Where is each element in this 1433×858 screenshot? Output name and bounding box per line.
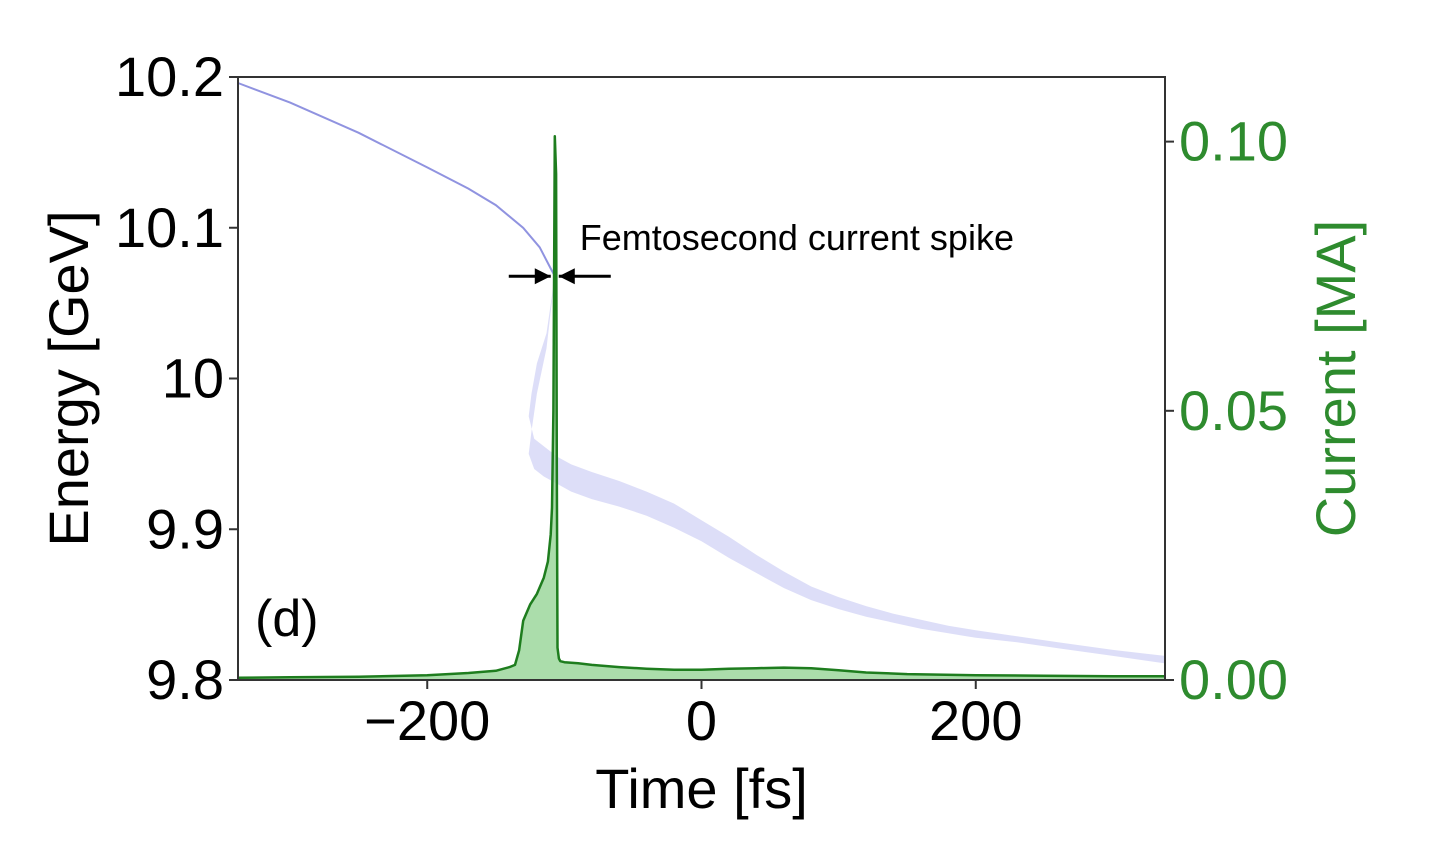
y-axis-left-label: Energy [GeV] [37,210,100,546]
y-right-tick-label: 0.05 [1179,379,1288,442]
annotation-arrows [508,268,611,285]
y-left-tick-label: 9.8 [146,648,224,711]
left-arrow-head [534,268,551,285]
right-arrow-head [558,268,575,285]
annotation-text: Femtosecond current spike [580,217,1014,258]
y-axis-right-label: Current [MA] [1304,220,1367,537]
plot-frame [237,76,1166,681]
panel-label: (d) [255,590,319,648]
energy-line [237,82,556,277]
y-left-tick-label: 9.9 [146,497,224,560]
x-tick-label: 200 [929,689,1022,752]
x-tick-label: −200 [364,689,490,752]
y-left-tick-label: 10.2 [115,45,224,108]
y-left-tick-label: 10 [162,347,224,410]
y-right-tick-label: 0.10 [1179,110,1288,173]
plot-marks [237,82,1165,680]
y-right-tick-label: 0.00 [1179,648,1288,711]
x-axis-label: Time [fs] [595,757,808,820]
energy-band [528,276,1165,664]
current-line [237,134,1165,680]
x-tick-label: 0 [686,689,717,752]
axes-layer: −200 0 200 9.8 9.9 10 10.1 10.2 0.00 0.05 0.10 [115,45,1288,752]
y-left-tick-label: 10.1 [115,196,224,259]
